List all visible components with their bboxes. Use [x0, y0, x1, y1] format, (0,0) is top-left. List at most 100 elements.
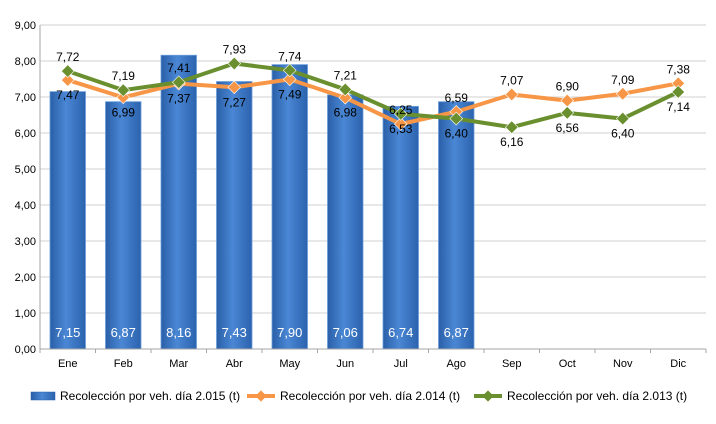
bar-value-label: 6,87 [444, 325, 469, 340]
x-tick-label: Jun [336, 358, 354, 370]
y-tick-label: 3,00 [15, 236, 36, 248]
legend: Recolección por veh. día 2.015 (t) Recol… [0, 386, 716, 406]
series-marker [227, 80, 242, 95]
bar [49, 91, 86, 350]
series-marker [449, 111, 464, 126]
legend-swatch-line-2014 [247, 390, 275, 402]
y-tick-label: 1,00 [15, 308, 36, 320]
series-marker [615, 111, 630, 126]
x-tick-label: Mar [169, 358, 188, 370]
series-marker [227, 56, 242, 71]
x-tick-label: Jul [394, 358, 408, 370]
series-line [67, 61, 680, 130]
x-tick-label: May [279, 358, 300, 370]
bar [327, 94, 364, 350]
point-value-label: 6,98 [334, 106, 358, 120]
x-tick-label: Ene [58, 358, 78, 370]
point-value-label: 6,40 [445, 127, 469, 141]
legend-item-2013: Recolección por veh. día 2.013 (t) [473, 386, 687, 406]
legend-item-2014: Recolección por veh. día 2.014 (t) [246, 386, 460, 406]
series-marker [560, 106, 575, 120]
x-tick-label: Feb [114, 358, 133, 370]
bar-value-label: 6,87 [111, 325, 136, 340]
series-marker [116, 90, 131, 105]
series-marker [116, 83, 131, 97]
x-tick-label: Ago [446, 358, 466, 370]
point-value-label: 7,93 [223, 43, 247, 57]
point-value-label: 7,47 [56, 88, 80, 102]
point-value-label: 6,40 [611, 127, 635, 141]
series-marker [60, 73, 75, 87]
bar [382, 105, 419, 350]
point-value-label: 7,38 [667, 62, 691, 76]
y-tick-label: 5,00 [15, 164, 36, 176]
x-tick-label: Sep [502, 358, 522, 370]
series-marker [393, 107, 408, 121]
point-value-label: 7,14 [667, 100, 691, 114]
point-value-label: 7,74 [278, 49, 302, 63]
bar [216, 81, 253, 350]
series-marker [393, 117, 408, 131]
legend-label-2015: Recolección por veh. día 2.015 (t) [60, 389, 241, 403]
bar-value-label: 6,74 [388, 325, 413, 340]
series-marker [449, 104, 464, 119]
y-tick-label: 6,00 [15, 128, 36, 140]
label-layer: 7,15 6,87 8,16 7,43 7,90 7,06 6,74 6,87 7,47 6,99… [55, 43, 690, 340]
series-marker [671, 76, 686, 91]
chart-canvas: 7,15 6,87 8,16 7,43 7,90 7,06 6,74 6,87 7,47 6,99… [15, 20, 707, 370]
point-value-label: 7,19 [112, 69, 136, 83]
series-marker [615, 86, 630, 101]
bar-layer [49, 54, 475, 350]
series-marker [171, 75, 186, 90]
legend-swatch-bar [30, 391, 56, 401]
y-tick-label: 0,00 [15, 344, 36, 356]
y-tick-label: 4,00 [15, 200, 36, 212]
point-value-label: 7,41 [167, 61, 191, 75]
y-tick-label: 8,00 [15, 56, 36, 68]
x-tick-label: Oct [559, 358, 576, 370]
x-tick-label: Abr [226, 358, 243, 370]
point-value-label: 6,53 [389, 122, 413, 136]
series-line [67, 77, 679, 126]
point-value-label: 7,49 [278, 87, 302, 101]
bar-value-label: 7,15 [55, 325, 80, 340]
x-tick-label: Dic [670, 358, 686, 370]
y-tick-label: 9,00 [15, 20, 36, 32]
y-tick-label: 7,00 [15, 92, 36, 104]
series-marker [504, 87, 519, 102]
point-value-label: 7,07 [500, 73, 524, 87]
bar-value-label: 7,06 [333, 325, 358, 340]
point-value-label: 6,59 [445, 91, 469, 105]
x-tick-label: Nov [613, 358, 633, 370]
point-value-label: 6,56 [556, 121, 580, 135]
series-marker [60, 64, 75, 78]
grid-layer [40, 24, 706, 314]
point-value-label: 7,37 [167, 92, 191, 106]
series-marker [282, 72, 297, 87]
point-value-label: 7,21 [334, 68, 358, 82]
bar [105, 101, 142, 350]
point-value-label: 7,09 [611, 73, 635, 87]
legend-swatch-line-2013 [474, 390, 502, 402]
point-value-label: 6,25 [389, 103, 413, 117]
point-value-label: 6,99 [112, 105, 136, 119]
series-marker [560, 93, 575, 108]
bar-value-label: 7,43 [222, 325, 247, 340]
point-value-label: 6,90 [556, 80, 580, 94]
legend-item-2015: Recolección por veh. día 2.015 (t) [30, 386, 240, 406]
point-value-label: 7,72 [56, 50, 80, 64]
bar [271, 64, 308, 350]
axis-layer: 0,00 1,00 2,00 3,00 4,00 5,00 6,00 7,00 8,00 9,00… [15, 20, 707, 370]
series-marker [671, 85, 686, 99]
series-marker [338, 82, 353, 97]
series-marker [504, 120, 519, 135]
series-marker [338, 90, 353, 105]
legend-label-2014: Recolección por veh. día 2.014 (t) [280, 389, 461, 403]
bar-value-label: 7,90 [277, 325, 302, 340]
point-value-label: 6,16 [500, 135, 524, 149]
series-marker [282, 63, 297, 78]
point-value-label: 7,27 [223, 95, 247, 109]
bar-value-label: 8,16 [166, 325, 191, 340]
legend-label-2013: Recolección por veh. día 2.013 (t) [507, 389, 688, 403]
line-layer [60, 56, 686, 135]
